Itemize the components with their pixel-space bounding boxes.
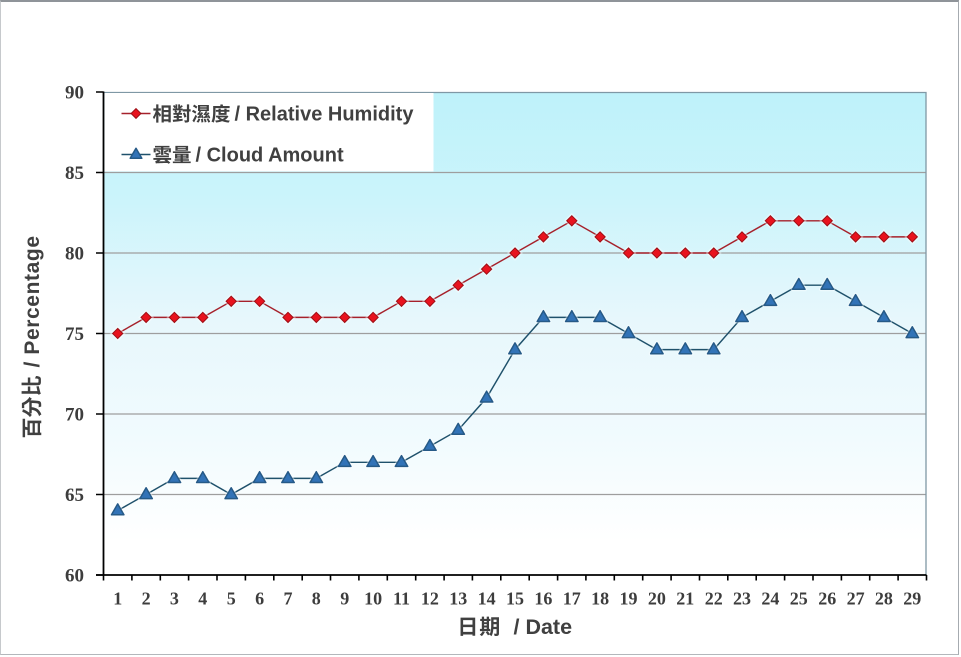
svg-text:3: 3: [170, 589, 179, 609]
svg-text:26: 26: [818, 589, 836, 609]
svg-text:/ Cloud Amount: / Cloud Amount: [196, 145, 344, 167]
svg-text:23: 23: [733, 589, 751, 609]
svg-text:11: 11: [393, 589, 410, 609]
svg-text:16: 16: [534, 589, 552, 609]
svg-text:10: 10: [364, 589, 382, 609]
svg-text:19: 19: [620, 589, 638, 609]
svg-text:75: 75: [65, 324, 84, 345]
svg-text:6: 6: [255, 589, 264, 609]
svg-text:13: 13: [449, 589, 467, 609]
svg-text:9: 9: [340, 589, 349, 609]
svg-text:4: 4: [198, 589, 207, 609]
svg-text:27: 27: [847, 589, 865, 609]
svg-text:21: 21: [676, 589, 694, 609]
svg-text:70: 70: [65, 405, 84, 426]
svg-text:65: 65: [65, 485, 84, 506]
svg-text:90: 90: [65, 83, 84, 104]
svg-text:29: 29: [903, 589, 921, 609]
svg-text:25: 25: [790, 589, 808, 609]
svg-text:2: 2: [142, 589, 151, 609]
svg-text:85: 85: [65, 163, 84, 184]
svg-text:22: 22: [705, 589, 723, 609]
svg-text:8: 8: [312, 589, 321, 609]
svg-text:18: 18: [591, 589, 609, 609]
svg-text:5: 5: [227, 589, 236, 609]
svg-text:60: 60: [65, 566, 84, 587]
svg-text:/ Date: / Date: [514, 615, 573, 639]
svg-text:15: 15: [506, 589, 524, 609]
svg-text:7: 7: [284, 589, 293, 609]
svg-text:28: 28: [875, 589, 893, 609]
svg-text:80: 80: [65, 244, 84, 265]
svg-text:/ Relative Humidity: / Relative Humidity: [235, 104, 415, 126]
svg-text:24: 24: [761, 589, 779, 609]
svg-text:/ Percentage: / Percentage: [21, 235, 44, 367]
svg-text:1: 1: [113, 589, 122, 609]
svg-text:12: 12: [421, 589, 439, 609]
svg-text:17: 17: [563, 589, 581, 609]
svg-text:14: 14: [478, 589, 496, 609]
svg-text:20: 20: [648, 589, 666, 609]
